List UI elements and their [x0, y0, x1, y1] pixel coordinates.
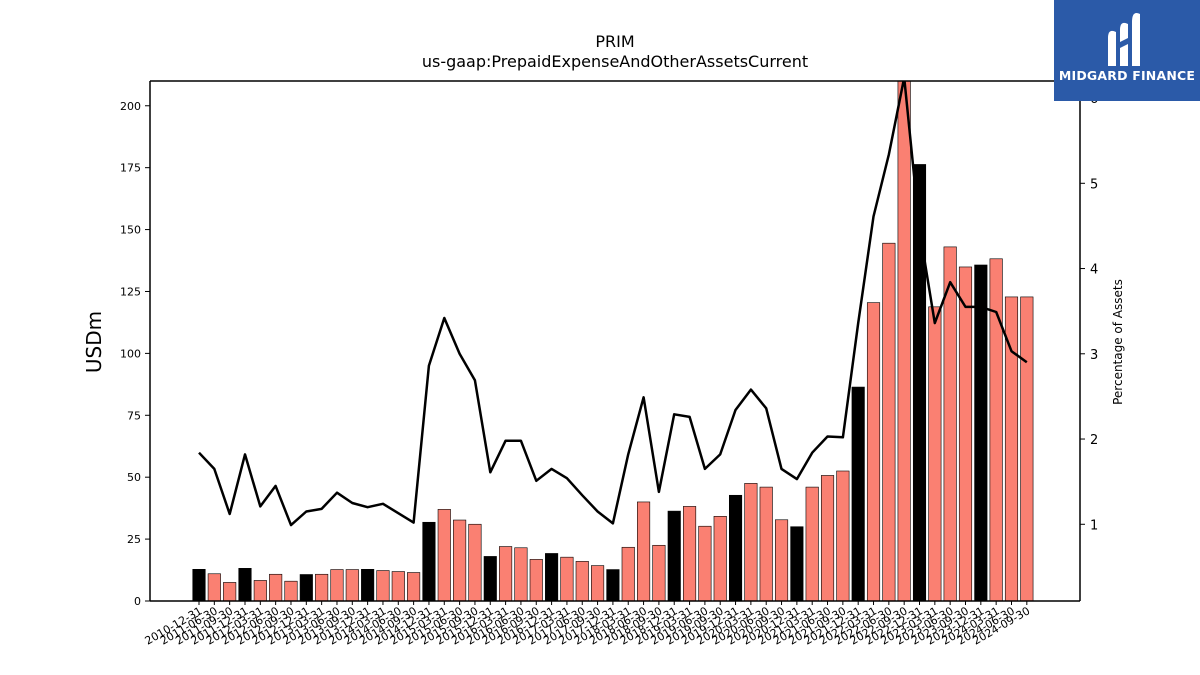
- bar: [1004, 296, 1019, 601]
- bar: [192, 569, 206, 601]
- bar: [698, 525, 712, 601]
- bar: [422, 521, 436, 601]
- chart-title: PRIM: [595, 32, 635, 51]
- bar: [637, 501, 651, 601]
- y2-tick-label: 4: [1090, 263, 1098, 278]
- bar: [514, 547, 528, 601]
- bar: [866, 302, 881, 601]
- bar: [974, 264, 988, 601]
- y2-tick-label: 5: [1090, 177, 1098, 192]
- y-tick-label: 175: [120, 162, 141, 175]
- y-tick-label: 150: [120, 224, 141, 237]
- bar: [207, 573, 221, 601]
- y-tick-label: 200: [120, 100, 141, 113]
- bar: [989, 258, 1003, 601]
- bar: [453, 519, 467, 601]
- bar: [437, 509, 451, 601]
- y-tick-label: 100: [120, 347, 141, 360]
- bar: [376, 570, 390, 601]
- bar: [545, 553, 559, 601]
- bar: [652, 544, 666, 601]
- bar: [851, 386, 865, 601]
- y2-axis-label: Percentage of Assets: [1111, 279, 1125, 405]
- bar: [744, 483, 758, 601]
- logo-mark-icon: [1108, 13, 1140, 66]
- bar: [790, 526, 804, 601]
- bar: [483, 556, 497, 601]
- bar: [836, 470, 850, 601]
- y-tick-label: 0: [134, 595, 141, 608]
- bar: [728, 494, 743, 601]
- y-tick-label: 75: [127, 409, 141, 422]
- bar: [284, 580, 298, 601]
- bar: [897, 81, 911, 601]
- bar: [253, 580, 267, 601]
- y-tick-label: 125: [120, 285, 141, 298]
- y2-tick-label: 2: [1090, 433, 1098, 448]
- y2-tick-label: 1: [1090, 518, 1098, 533]
- bar: [683, 506, 697, 601]
- bar: [468, 523, 482, 601]
- bar: [315, 573, 329, 601]
- y2-tick-label: 3: [1090, 348, 1098, 363]
- bar: [958, 266, 973, 601]
- chart-subtitle: us-gaap:PrepaidExpenseAndOtherAssetsCurr…: [421, 52, 809, 71]
- bar: [928, 306, 942, 601]
- y-tick-label: 25: [127, 533, 141, 546]
- bar: [391, 571, 405, 601]
- bar: [560, 556, 574, 601]
- bar: [499, 546, 513, 601]
- bar: [591, 565, 605, 601]
- midgard-finance-logo: MIDGARD FINANCE: [1054, 0, 1200, 101]
- bar: [361, 569, 375, 601]
- bar: [529, 559, 543, 601]
- y-axis-label: USDm: [82, 311, 106, 373]
- bar: [774, 519, 789, 601]
- bar: [713, 516, 727, 601]
- bar: [621, 546, 635, 601]
- logo-text: MIDGARD FINANCE: [1058, 68, 1196, 83]
- bar: [269, 573, 283, 601]
- bar: [759, 486, 773, 601]
- line-series: [198, 81, 1028, 527]
- bar: [943, 246, 957, 601]
- bar: [223, 582, 237, 601]
- bar: [805, 486, 819, 601]
- bar: [575, 561, 589, 601]
- bar: [407, 572, 421, 601]
- y-tick-label: 50: [127, 471, 141, 484]
- bar: [299, 574, 313, 601]
- percentage-line: [198, 81, 1028, 527]
- bar: [820, 475, 835, 601]
- bar: [1020, 296, 1034, 601]
- bar: [882, 242, 896, 601]
- bar: [345, 569, 359, 601]
- bar: [330, 569, 344, 601]
- bar: [667, 510, 681, 601]
- bar: [238, 568, 252, 601]
- bar-series: [192, 81, 1034, 601]
- bar: [606, 569, 620, 601]
